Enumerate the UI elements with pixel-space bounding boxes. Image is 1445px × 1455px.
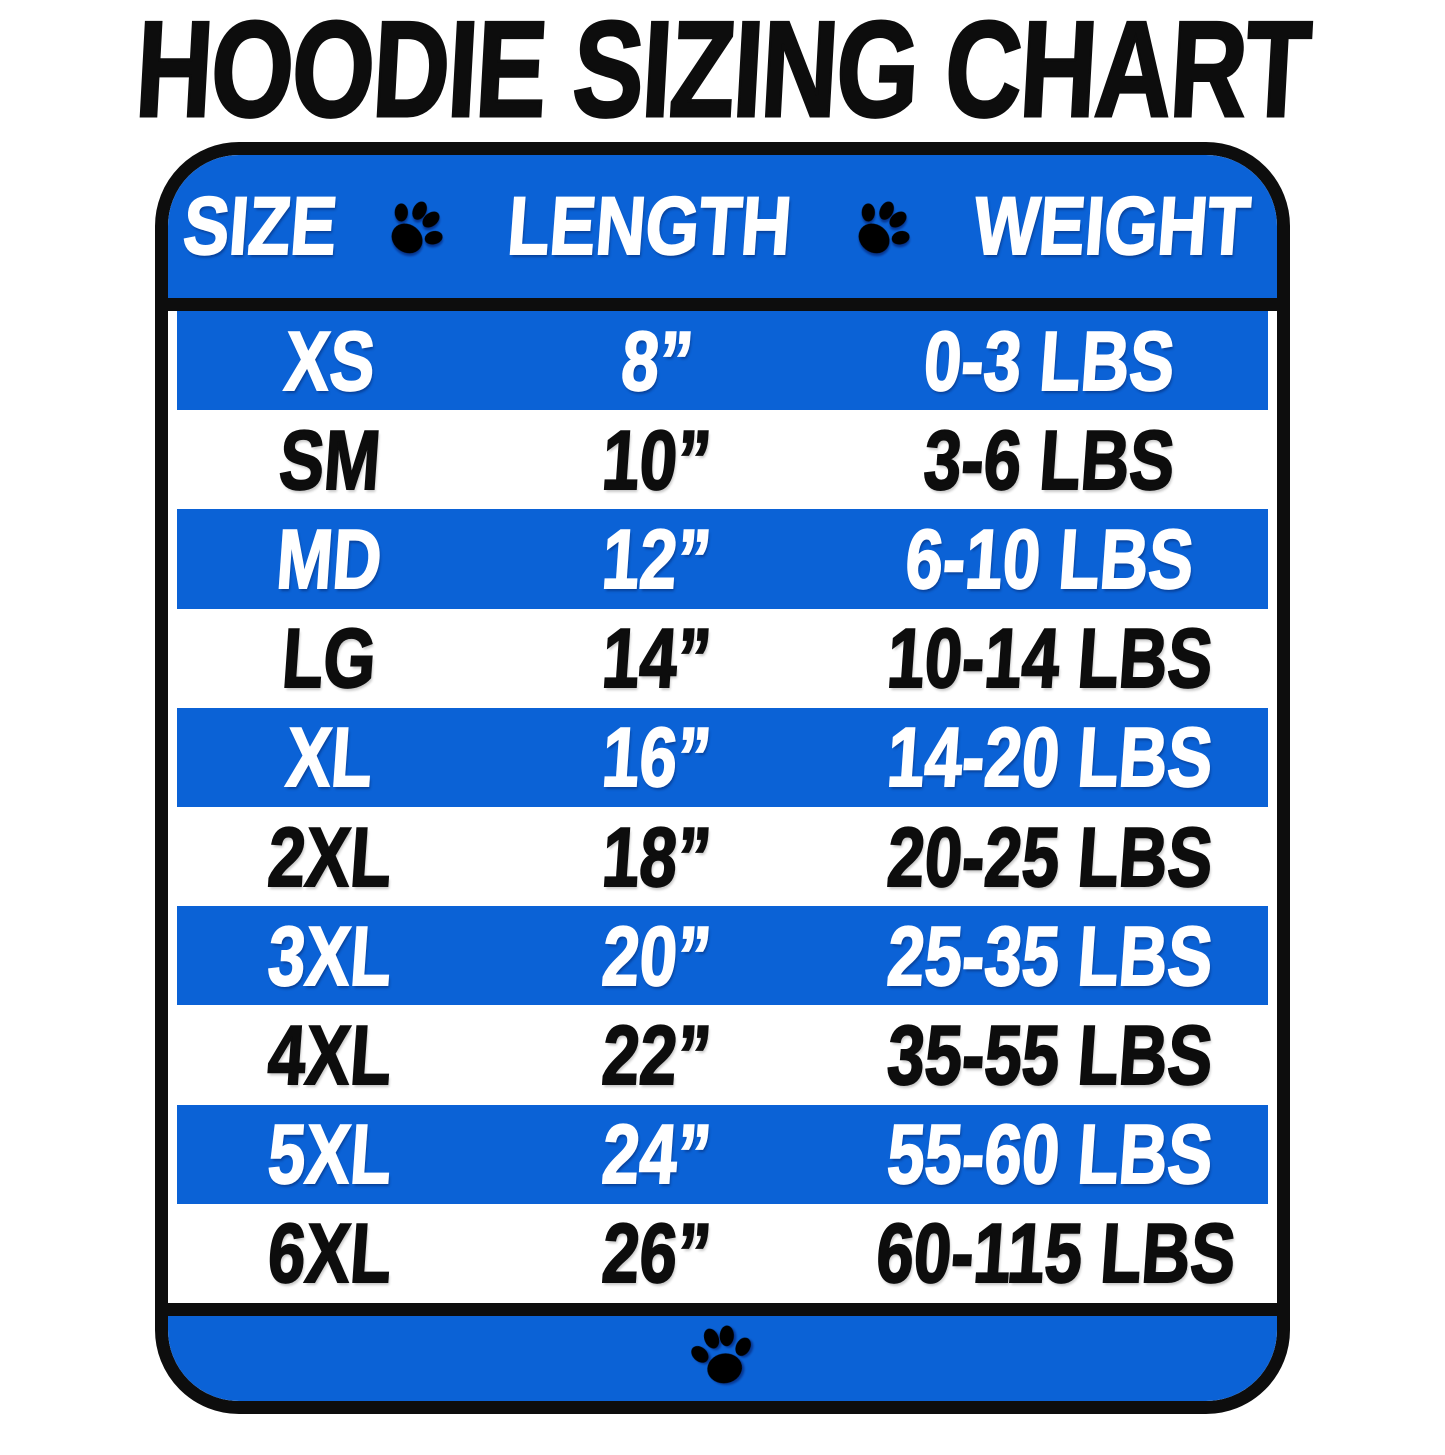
weight-cell: 20-25 LBS xyxy=(832,809,1268,905)
weight-cell-text: 60-115 LBS xyxy=(872,1206,1239,1302)
weight-cell-text: 3-6 LBS xyxy=(920,412,1179,508)
length-cell: 14” xyxy=(482,610,831,706)
table-row: 5XL 24” 55-60 LBS xyxy=(177,1104,1268,1204)
weight-cell-text: 55-60 LBS xyxy=(883,1106,1216,1202)
footer-divider xyxy=(168,1303,1277,1316)
sizing-chart-page: HOODIE SIZING CHART SIZE LENGTH WEIGHT X… xyxy=(0,0,1445,1414)
size-table-body: XS 8” 0-3 LBS SM 10” 3-6 LBS MD 12” 6-10 LBS LG 14… xyxy=(168,311,1277,1303)
size-cell: 3XL xyxy=(177,908,482,1004)
table-header-row: SIZE LENGTH WEIGHT xyxy=(168,155,1277,298)
length-cell-text: 12” xyxy=(599,511,716,607)
table-row: SM 10” 3-6 LBS xyxy=(177,410,1268,509)
column-header-size-label: SIZE xyxy=(179,180,341,273)
length-cell-text: 10” xyxy=(599,412,716,508)
page-title-text: HOODIE SIZING CHART xyxy=(131,0,1315,146)
size-cell: 4XL xyxy=(177,1007,482,1103)
weight-cell: 0-3 LBS xyxy=(832,313,1268,409)
weight-cell-text: 20-25 LBS xyxy=(883,809,1216,905)
size-cell: XL xyxy=(177,710,482,806)
length-cell-text: 20” xyxy=(599,908,716,1004)
length-cell: 10” xyxy=(482,412,831,508)
table-row: 2XL 18” 20-25 LBS xyxy=(177,807,1268,906)
size-cell-text: LG xyxy=(279,610,381,706)
weight-cell-text: 14-20 LBS xyxy=(883,710,1216,806)
table-row: 4XL 22” 35-55 LBS xyxy=(177,1005,1268,1104)
length-cell-text: 18” xyxy=(599,809,716,905)
column-header-weight-label: WEIGHT xyxy=(970,180,1254,273)
table-row: LG 14” 10-14 LBS xyxy=(177,609,1268,708)
table-row: 6XL 26” 60-115 LBS xyxy=(177,1204,1268,1303)
weight-cell: 10-14 LBS xyxy=(832,610,1268,706)
table-row: 3XL 20” 25-35 LBS xyxy=(177,906,1268,1006)
length-cell: 24” xyxy=(482,1106,831,1202)
weight-cell: 14-20 LBS xyxy=(832,710,1268,806)
column-header-length: LENGTH xyxy=(481,180,818,274)
size-cell-text: 2XL xyxy=(264,809,396,905)
length-cell: 18” xyxy=(482,809,831,905)
header-divider xyxy=(168,298,1277,311)
length-cell-text: 14” xyxy=(599,610,716,706)
length-cell: 12” xyxy=(482,511,831,607)
table-row: XS 8” 0-3 LBS xyxy=(177,311,1268,411)
table-footer xyxy=(168,1316,1277,1401)
weight-cell-text: 35-55 LBS xyxy=(883,1007,1216,1103)
weight-cell: 3-6 LBS xyxy=(832,412,1268,508)
size-cell-text: 6XL xyxy=(264,1206,396,1302)
size-cell-text: 5XL xyxy=(264,1106,396,1202)
size-cell: LG xyxy=(177,610,482,706)
length-cell: 26” xyxy=(482,1206,831,1302)
size-cell-text: XL xyxy=(283,710,377,806)
length-cell: 20” xyxy=(482,908,831,1004)
table-row: MD 12” 6-10 LBS xyxy=(177,509,1268,609)
length-cell-text: 22” xyxy=(599,1007,716,1103)
weight-cell-text: 6-10 LBS xyxy=(902,511,1198,607)
weight-cell: 60-115 LBS xyxy=(832,1206,1268,1302)
size-cell: SM xyxy=(177,412,482,508)
weight-cell-text: 25-35 LBS xyxy=(883,908,1216,1004)
length-cell: 8” xyxy=(482,313,831,409)
size-cell: 5XL xyxy=(177,1106,482,1202)
weight-cell-text: 10-14 LBS xyxy=(883,610,1216,706)
weight-cell: 25-35 LBS xyxy=(832,908,1268,1004)
size-cell: XS xyxy=(177,313,482,409)
sizing-card: SIZE LENGTH WEIGHT XS 8” 0-3 LBS SM 10” 3-6 L… xyxy=(155,142,1290,1414)
length-cell-text: 26” xyxy=(599,1206,716,1302)
paw-icon xyxy=(373,186,457,269)
table-row: XL 16” 14-20 LBS xyxy=(177,707,1268,808)
column-header-length-label: LENGTH xyxy=(504,180,796,273)
length-cell-text: 24” xyxy=(599,1106,716,1202)
size-cell: MD xyxy=(177,511,482,607)
length-cell-text: 16” xyxy=(599,710,716,806)
length-cell: 22” xyxy=(482,1007,831,1103)
size-cell-text: MD xyxy=(273,511,386,607)
length-cell: 16” xyxy=(482,710,831,806)
column-header-size: SIZE xyxy=(169,180,351,274)
size-cell-text: XS xyxy=(281,313,379,409)
weight-cell: 35-55 LBS xyxy=(832,1007,1268,1103)
column-header-weight: WEIGHT xyxy=(948,180,1276,274)
size-cell: 2XL xyxy=(177,809,482,905)
size-cell-text: 3XL xyxy=(264,908,396,1004)
size-cell-text: SM xyxy=(275,412,384,508)
weight-cell-text: 0-3 LBS xyxy=(920,313,1179,409)
size-cell: 6XL xyxy=(177,1206,482,1302)
page-title: HOODIE SIZING CHART xyxy=(0,0,1445,146)
paw-icon xyxy=(840,186,924,269)
paw-icon xyxy=(683,1319,760,1394)
weight-cell: 55-60 LBS xyxy=(832,1106,1268,1202)
weight-cell: 6-10 LBS xyxy=(832,511,1268,607)
size-cell-text: 4XL xyxy=(264,1007,396,1103)
length-cell-text: 8” xyxy=(617,313,696,409)
